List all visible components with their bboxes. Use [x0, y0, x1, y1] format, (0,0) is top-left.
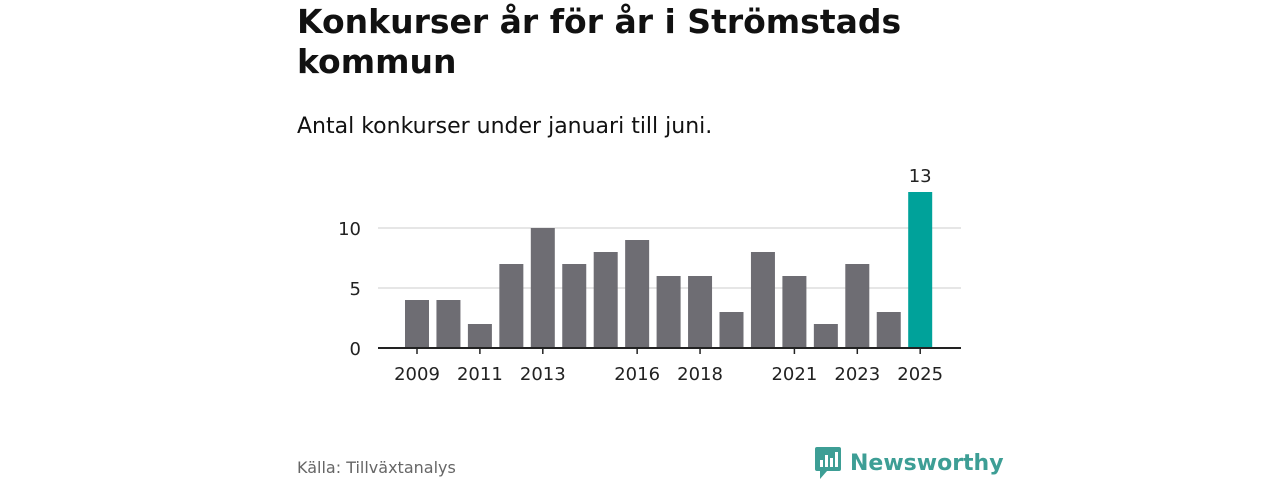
y-tick-label: 0 — [350, 339, 361, 360]
axes — [378, 347, 961, 354]
bar-2010 — [436, 300, 461, 348]
source-note: Källa: Tillväxtanalys — [297, 458, 456, 477]
bar-2014 — [562, 264, 587, 348]
bar-2019 — [719, 312, 744, 348]
bars — [405, 192, 933, 348]
labels: 0 5 10 13 2009 2011 2013 2016 2018 2021 2023 2025 — [338, 166, 943, 385]
bar-2020 — [750, 252, 775, 348]
x-tick-label: 2013 — [520, 364, 566, 385]
brand-name: Newsworthy — [850, 450, 1004, 476]
chart-title: Konkurser år för år i Strömstads kommun — [297, 2, 902, 81]
y-tick-label: 5 — [350, 279, 361, 300]
x-tick-label: 2016 — [614, 364, 660, 385]
bar-2017 — [656, 276, 681, 348]
bar-2009 — [405, 300, 429, 348]
bar-2024 — [876, 312, 901, 348]
bar-2015 — [593, 252, 618, 348]
bar-2021 — [782, 276, 807, 348]
x-tick-label: 2018 — [677, 364, 723, 385]
bar-2011 — [467, 324, 492, 348]
y-tick-label: 10 — [338, 219, 361, 240]
chart-subtitle: Antal konkurser under januari till juni. — [297, 114, 713, 139]
bar-2023 — [845, 264, 870, 348]
x-tick-label: 2025 — [897, 364, 943, 385]
bar-2016 — [625, 240, 650, 348]
x-tick-label: 2009 — [394, 364, 440, 385]
newsworthy-logo-icon — [815, 447, 841, 479]
bar-2013 — [530, 228, 555, 348]
x-tick-label: 2023 — [834, 364, 880, 385]
brand-logo[interactable]: Newsworthy — [814, 446, 1004, 480]
x-tick-label: 2011 — [457, 364, 503, 385]
x-tick-label: 2021 — [771, 364, 817, 385]
data-label-2025: 13 — [909, 166, 932, 187]
bar-chart: 0 5 10 13 2009 2011 2013 2016 2018 2021 2023 2025 — [338, 166, 961, 385]
bar-2022 — [813, 324, 838, 348]
bar-2018 — [688, 276, 713, 348]
bar-2025 — [908, 192, 933, 348]
bar-2012 — [499, 264, 524, 348]
